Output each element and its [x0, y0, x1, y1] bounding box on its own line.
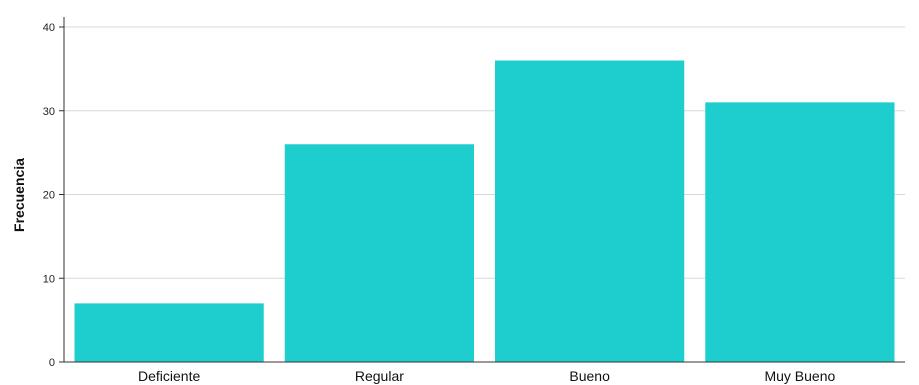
x-category-label: Muy Bueno: [764, 368, 835, 384]
bar-bueno: [495, 60, 685, 362]
y-axis-title: Frecuencia: [11, 158, 27, 232]
y-tick-label: 30: [43, 106, 55, 118]
bars: [74, 60, 895, 362]
y-tick-label: 20: [43, 190, 55, 202]
y-tick-label: 40: [43, 22, 55, 34]
x-category-labels: Deficiente Regular Bueno Muy Bueno: [138, 368, 836, 384]
axes: [63, 17, 905, 363]
bar-deficiente: [74, 303, 264, 362]
x-category-label: Deficiente: [138, 368, 200, 384]
x-category-label: Regular: [355, 368, 404, 384]
bar-muy-bueno: [705, 102, 895, 362]
bar-regular: [284, 144, 474, 362]
y-tick-label: 10: [43, 273, 55, 285]
y-tick-labels: 0 10 20 30 40: [43, 22, 64, 369]
y-tick-label: 0: [49, 357, 55, 369]
x-category-label: Bueno: [569, 368, 610, 384]
